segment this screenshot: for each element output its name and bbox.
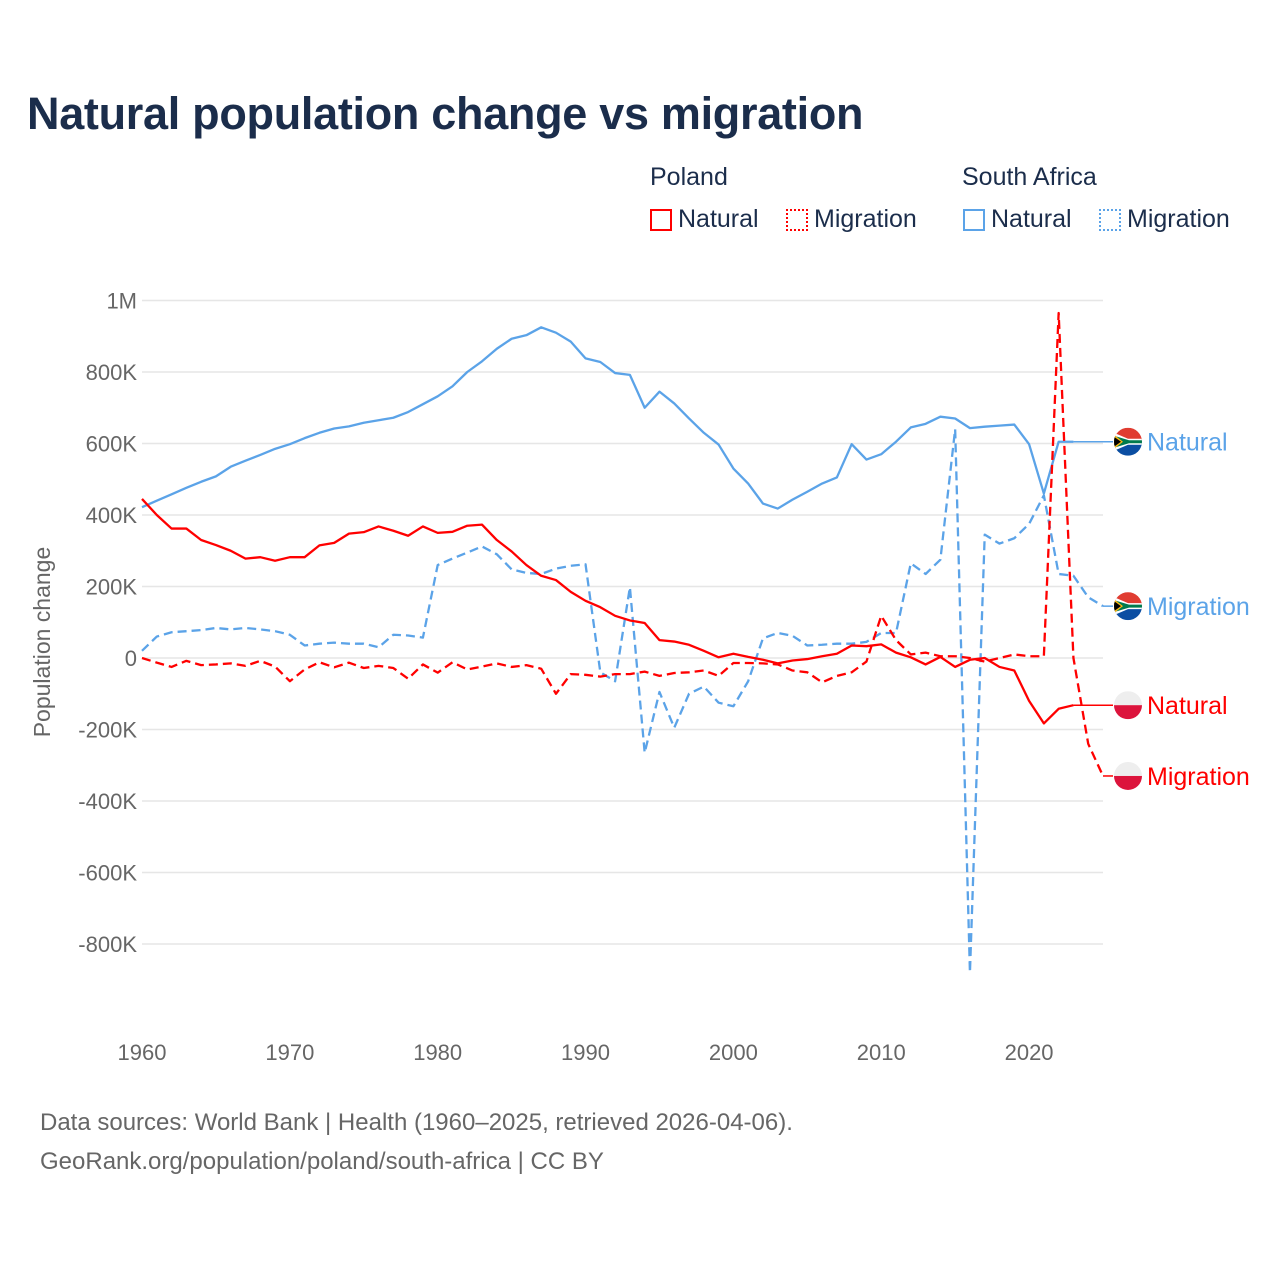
y-tick-label: -600K xyxy=(78,861,137,886)
x-tick-label: 2010 xyxy=(857,1040,906,1065)
legend-swatch-dotted xyxy=(1099,208,1121,231)
x-tick-label: 1970 xyxy=(265,1040,314,1065)
y-tick-label: 0 xyxy=(125,646,137,671)
legend-label: Natural xyxy=(991,205,1072,233)
legend-group-south-africa: South Africa xyxy=(962,163,1097,191)
x-tick-label: 2000 xyxy=(709,1040,758,1065)
end-label: Migration xyxy=(1147,763,1250,791)
series-line-poland-migration[interactable] xyxy=(141,311,1105,777)
end-label: Natural xyxy=(1147,692,1228,720)
footer-url: GeoRank.org/population/poland/south-afri… xyxy=(40,1148,604,1175)
y-tick-label: 1M xyxy=(106,289,137,314)
end-label: Natural xyxy=(1147,429,1228,457)
poland-flag-icon xyxy=(1114,691,1142,720)
legend-swatch-dotted xyxy=(786,208,808,231)
legend-label: Migration xyxy=(814,205,917,233)
legend-label: Migration xyxy=(1127,205,1230,233)
x-tick-label: 1960 xyxy=(118,1040,167,1065)
footer-sources: Data sources: World Bank | Health (1960–… xyxy=(40,1109,793,1136)
x-tick-label: 1990 xyxy=(561,1040,610,1065)
legend-swatch-solid xyxy=(963,208,985,231)
y-tick-label: 400K xyxy=(86,503,138,528)
legend-swatch-solid xyxy=(650,208,672,231)
legend-poland-migration[interactable]: Migration xyxy=(786,205,917,234)
south-africa-flag-icon xyxy=(1114,427,1142,456)
legend-label: Natural xyxy=(678,205,759,233)
legend-sa-natural[interactable]: Natural xyxy=(963,205,1072,234)
end-label: Migration xyxy=(1147,593,1250,621)
chart-title: Natural population change vs migration xyxy=(27,88,864,139)
x-tick-label: 2020 xyxy=(1005,1040,1054,1065)
south-africa-flag-icon xyxy=(1114,592,1142,621)
y-axis-label: Population change xyxy=(29,547,55,738)
y-tick-label: 600K xyxy=(86,432,138,457)
x-tick-label: 1980 xyxy=(413,1040,462,1065)
legend-poland-natural[interactable]: Natural xyxy=(650,205,759,234)
series-line-south-africa-natural[interactable] xyxy=(141,326,1074,510)
poland-flag-icon xyxy=(1114,761,1142,790)
series-line-poland-natural[interactable] xyxy=(141,498,1074,725)
legend-group-poland: Poland xyxy=(650,163,728,191)
y-tick-label: -400K xyxy=(78,789,137,814)
y-tick-label: -200K xyxy=(78,718,137,743)
y-tick-label: -800K xyxy=(78,932,137,957)
series-line-south-africa-migration[interactable] xyxy=(141,428,1104,974)
legend-sa-migration[interactable]: Migration xyxy=(1099,205,1230,234)
y-tick-label: 200K xyxy=(86,575,138,600)
y-tick-label: 800K xyxy=(86,360,138,385)
